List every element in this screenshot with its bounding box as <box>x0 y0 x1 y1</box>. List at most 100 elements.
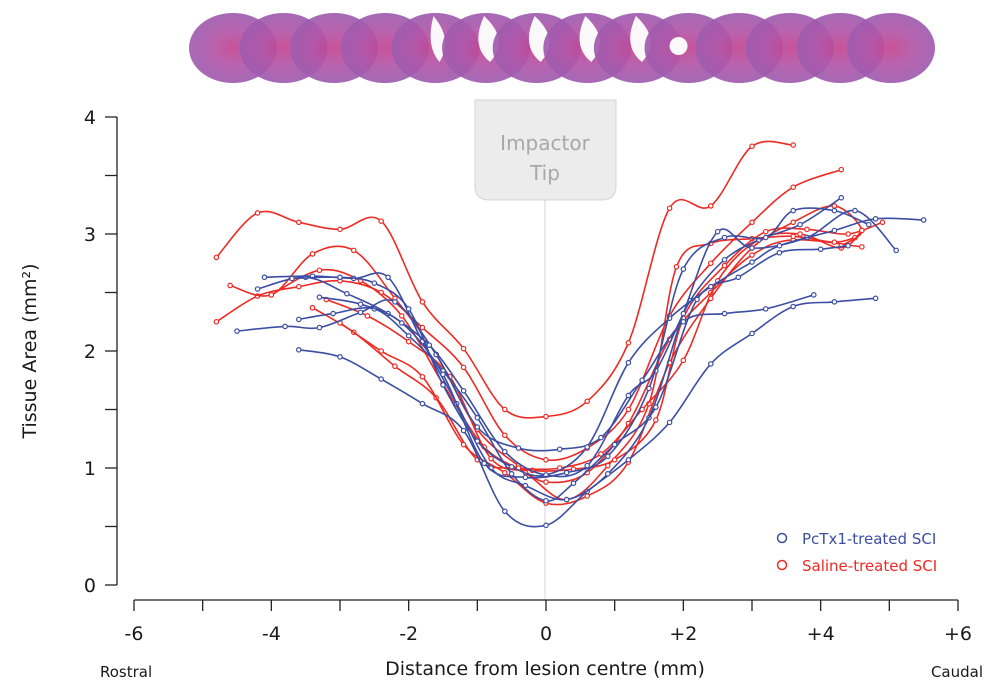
data-point-saline <box>749 219 755 226</box>
series-line-saline <box>215 140 794 419</box>
data-point-saline <box>254 210 261 216</box>
tissue-section-strip <box>189 13 935 83</box>
data-point-saline <box>398 313 405 319</box>
data-point-saline <box>721 262 728 269</box>
data-point-saline <box>337 226 343 233</box>
data-point-pctx1 <box>440 371 446 378</box>
data-point-saline <box>309 304 316 311</box>
legend-marker-pctx1 <box>776 532 788 544</box>
series-line-saline <box>312 229 863 471</box>
data-point-pctx1 <box>419 400 426 407</box>
data-point-pctx1 <box>749 259 755 265</box>
data-point-saline <box>804 226 810 233</box>
data-point-pctx1 <box>762 306 769 312</box>
y-tick-label: 3 <box>84 224 96 246</box>
data-point-pctx1 <box>543 522 549 529</box>
data-point-pctx1 <box>357 309 364 316</box>
data-point-saline <box>749 143 755 150</box>
data-point-pctx1 <box>316 324 323 331</box>
impactor-tip-box <box>474 99 617 201</box>
data-point-pctx1 <box>838 194 845 201</box>
data-point-saline <box>859 227 865 234</box>
data-point-pctx1 <box>584 444 591 450</box>
data-point-saline <box>460 441 467 448</box>
data-point-pctx1 <box>680 266 687 272</box>
data-point-saline <box>378 218 385 224</box>
y-tick-label: 4 <box>84 107 96 129</box>
data-point-saline <box>543 457 549 463</box>
data-point-saline <box>501 432 508 439</box>
data-point-pctx1 <box>721 234 728 241</box>
y-tick-label: 0 <box>84 575 96 597</box>
data-point-pctx1 <box>378 376 385 382</box>
data-point-pctx1 <box>392 299 398 305</box>
data-point-pctx1 <box>797 221 803 228</box>
impactor-tip-label-line2: Tip <box>529 161 560 185</box>
data-point-saline <box>707 203 714 209</box>
series-layer <box>213 140 927 529</box>
data-point-pctx1 <box>831 299 838 305</box>
data-point-pctx1 <box>282 323 288 330</box>
data-point-pctx1 <box>653 404 659 410</box>
data-point-pctx1 <box>474 438 481 444</box>
legend: PcTx1-treated SCI Saline-treated SCI <box>776 530 937 575</box>
data-point-pctx1 <box>852 207 858 214</box>
series-pctx1-7 <box>295 295 879 529</box>
data-point-saline <box>666 205 673 212</box>
series-pctx1-13 <box>316 207 872 481</box>
data-point-saline <box>584 398 591 405</box>
data-point-pctx1 <box>508 471 515 477</box>
data-point-pctx1 <box>234 328 240 334</box>
data-point-pctx1 <box>289 275 295 282</box>
data-point-pctx1 <box>440 382 446 388</box>
data-point-saline <box>673 263 680 270</box>
series-pctx1-12 <box>289 215 927 478</box>
series-line-saline <box>339 205 863 506</box>
tissue-section <box>847 13 935 83</box>
data-point-saline <box>625 406 632 413</box>
data-point-saline <box>790 142 797 148</box>
data-point-saline <box>859 244 865 250</box>
data-point-saline <box>707 295 714 302</box>
data-point-saline <box>584 493 591 499</box>
data-point-saline <box>749 252 755 258</box>
data-point-pctx1 <box>845 242 851 249</box>
data-point-saline <box>295 283 302 290</box>
data-point-saline <box>419 299 426 305</box>
series-line-pctx1 <box>319 207 870 479</box>
series-line-pctx1 <box>298 244 849 502</box>
legend-label-saline: Saline-treated SCI <box>802 557 937 575</box>
data-point-saline <box>501 406 508 413</box>
data-point-saline <box>227 282 233 289</box>
data-point-pctx1 <box>337 274 343 281</box>
data-point-pctx1 <box>426 342 433 348</box>
x-tick-label: -6 <box>125 623 144 645</box>
data-point-saline <box>762 228 769 235</box>
y-axis-title: Tissue Area (mm²) <box>19 263 41 439</box>
data-point-saline <box>707 260 714 267</box>
series-saline-2 <box>227 237 865 485</box>
data-point-saline <box>501 469 508 476</box>
data-point-pctx1 <box>344 290 350 297</box>
data-point-pctx1 <box>666 419 673 426</box>
series-saline-0 <box>213 140 797 420</box>
data-point-saline <box>378 348 385 354</box>
data-point-pctx1 <box>570 480 577 487</box>
rostral-label: Rostral <box>100 663 152 681</box>
data-point-saline <box>350 247 357 254</box>
x-tick-label: 0 <box>540 623 552 645</box>
data-point-pctx1 <box>405 332 412 339</box>
data-point-pctx1 <box>920 217 927 223</box>
data-point-pctx1 <box>398 320 405 326</box>
data-point-pctx1 <box>604 453 611 460</box>
data-point-pctx1 <box>563 469 570 476</box>
data-point-pctx1 <box>604 471 611 477</box>
data-point-saline <box>419 373 426 380</box>
legend-item-saline: Saline-treated SCI <box>776 557 937 575</box>
data-point-saline <box>460 345 467 352</box>
data-point-pctx1 <box>749 330 755 337</box>
data-point-saline <box>268 292 275 298</box>
data-point-pctx1 <box>817 246 824 253</box>
data-point-pctx1 <box>405 306 412 312</box>
data-point-pctx1 <box>707 361 714 367</box>
